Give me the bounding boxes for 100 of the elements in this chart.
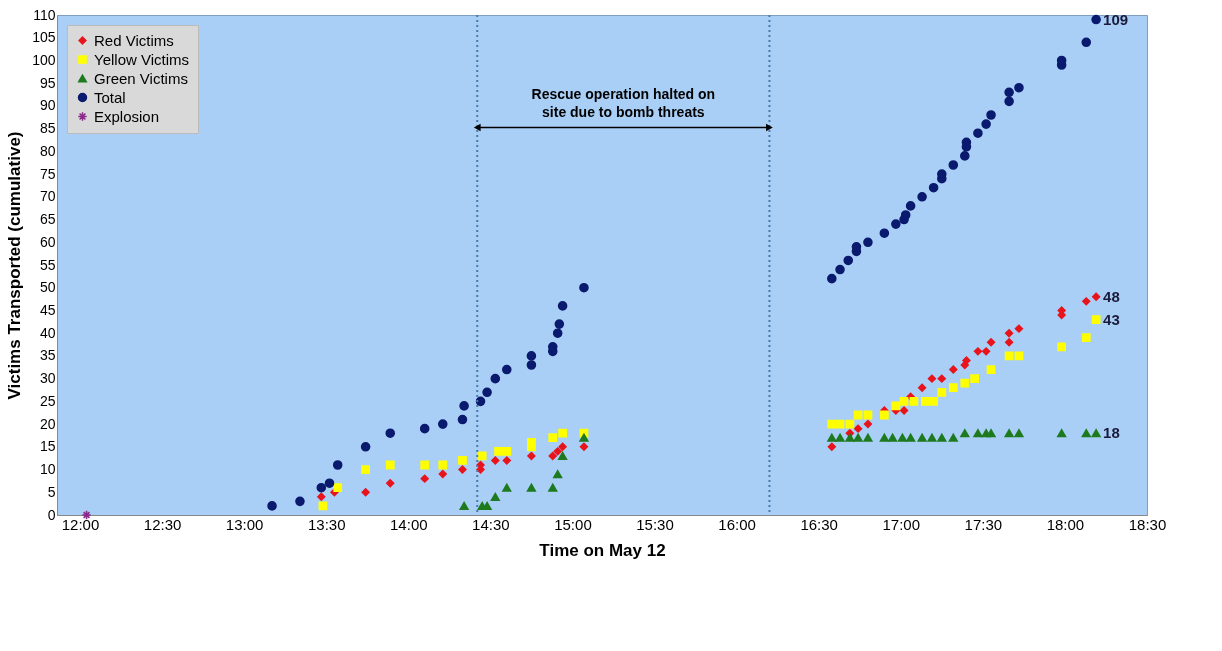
point [986,110,996,120]
point [548,433,558,443]
point [526,360,537,370]
point [491,456,500,465]
y-tick-label: 60 [39,233,56,250]
point [929,396,938,406]
point [385,460,395,470]
point [477,451,487,461]
point [897,433,907,442]
point [267,501,277,511]
point [1091,429,1101,438]
x-tick-label: 12:00 [61,515,100,533]
x-tick-label: 12:30 [143,515,182,533]
point [502,364,512,375]
point [558,442,567,451]
point [316,482,327,493]
data-label: 48 [1103,287,1120,305]
legend-label: Yellow Victims [94,50,190,68]
point [937,387,947,397]
point [1014,429,1024,438]
point [827,273,837,284]
point [937,433,947,442]
y-tick-label: 80 [39,142,56,159]
point [948,383,958,393]
point [887,433,898,442]
point [1014,324,1024,333]
data-label: 109 [1103,10,1129,28]
point [845,433,855,442]
point [459,401,469,411]
x-tick-label: 16:00 [718,515,756,533]
point [579,433,589,442]
x-tick-label: 13:30 [307,515,346,533]
point [921,396,930,406]
point [905,201,916,211]
point [843,255,854,266]
point [1081,429,1091,438]
point [459,501,469,510]
point [899,406,909,415]
point [1081,333,1091,343]
point [827,442,836,451]
point [891,401,901,411]
point [863,237,873,248]
data-label: 43 [1103,310,1120,328]
point [1057,342,1067,352]
point [962,356,971,365]
point [986,338,996,347]
legend-label: Green Victims [94,69,188,87]
point [928,182,939,193]
point [879,228,890,238]
annotation: Rescue operation halted on site due to bomb threats [531,85,716,120]
point [579,442,589,451]
point [853,433,863,442]
point [553,447,562,456]
point [548,483,558,492]
point [1082,297,1091,306]
point [420,460,430,470]
y-tick-label: 65 [39,211,56,228]
point [324,478,335,488]
y-tick-label: 45 [39,301,56,318]
point [490,373,501,384]
point [295,496,305,507]
point [475,396,486,407]
point [835,264,845,275]
y-tick-label: 30 [39,370,56,387]
legend-label: Total [94,88,126,106]
point [1091,292,1101,301]
point [1004,338,1014,347]
y-tick-label: 25 [39,392,56,409]
point [986,365,996,374]
point [333,483,343,493]
point [437,419,448,429]
point [827,433,837,442]
point [558,451,568,460]
point [863,419,873,429]
x-axis-title: Time on May 12 [539,540,666,560]
point [960,429,970,438]
x-tick-label: 14:30 [472,515,510,533]
point [845,419,855,429]
point [879,410,889,420]
y-tick-label: 0 [47,506,56,523]
y-axis-title: Victims Transported (cumulative) [5,131,25,400]
x-tick-label: 17:00 [882,515,921,533]
point [917,192,927,202]
point [386,479,395,488]
point [899,396,909,406]
point [981,119,991,129]
point [361,465,370,474]
point [1091,14,1101,25]
point [917,433,927,442]
point [361,488,370,497]
x-tick-label: 15:30 [636,515,674,533]
point [937,374,946,383]
y-tick-label: 10 [39,461,56,478]
point [557,301,568,311]
point [420,474,429,483]
point [332,460,343,470]
point [458,456,467,465]
point [960,378,970,388]
point [948,160,959,170]
point [1004,87,1014,98]
